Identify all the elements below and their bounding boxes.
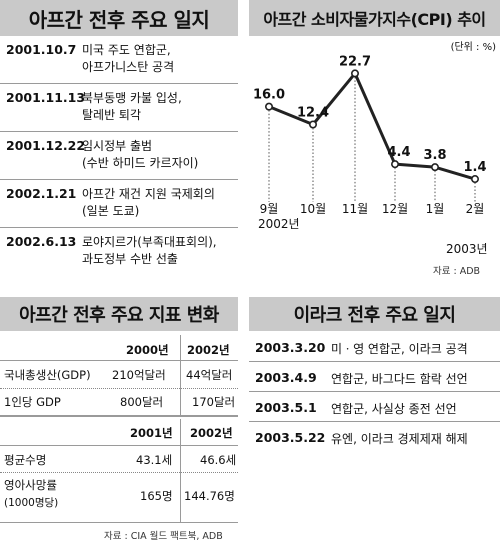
- gdp-per-capita-2000: 800달러: [120, 395, 164, 409]
- divider: [0, 522, 238, 523]
- divider: [0, 415, 238, 417]
- gdp-2000: 210억달러: [112, 368, 166, 382]
- event-desc: 미국 주도 연합군, 아프가니스탄 공격: [82, 43, 175, 74]
- divider: [0, 131, 238, 132]
- event-date: 2003.5.22: [255, 430, 326, 445]
- divider: [249, 391, 500, 392]
- indicators-source: 자료 : CIA 월드 팩트북, ADB: [104, 531, 223, 542]
- timeline-event: 2002.1.21 아프간 재건 지원 국제회의 (일본 도쿄): [0, 184, 238, 224]
- data-label: 1.4: [463, 160, 486, 175]
- cpi-chart-title: 아프간 소비자물가지수(CPI) 추이: [249, 0, 500, 36]
- data-point: [308, 120, 317, 129]
- table1-header-2002: 2002년: [187, 343, 230, 357]
- table2-header-2002: 2002년: [190, 426, 233, 440]
- divider: [0, 83, 238, 84]
- event-date: 2003.4.9: [255, 370, 317, 385]
- gdp-2002: 44억달러: [186, 368, 233, 382]
- infant-mortality-2002: 144.76명: [184, 489, 235, 503]
- divider: [249, 361, 500, 362]
- gdp-per-capita-2002: 170달러: [192, 395, 236, 409]
- event-date: 2002.1.21: [6, 186, 77, 201]
- event-date: 2001.11.13: [6, 90, 86, 105]
- event-desc: 유엔, 이라크 경제제재 해제: [331, 432, 468, 446]
- cpi-unit: (단위 : %): [450, 42, 496, 53]
- timeline-event: 2002.6.13 로야지르가(부족대표회의), 과도정부 수반 선출: [0, 232, 238, 272]
- gdp-label: 국내총생산(GDP): [4, 368, 91, 382]
- afghan-timeline-title: 아프간 전후 주요 일지: [0, 0, 238, 36]
- x-tick-label: 9월: [260, 202, 279, 216]
- timeline-event: 2001.11.13 북부동맹 카불 입성, 탈레반 퇴각: [0, 88, 238, 128]
- year-label-2002: 2002년: [258, 217, 300, 231]
- table2-header-2001: 2001년: [130, 426, 173, 440]
- event-date: 2001.12.22: [6, 138, 86, 153]
- infant-mortality-sublabel: (1000명당): [4, 497, 59, 509]
- event-desc: 연합군, 사실상 종전 선언: [331, 402, 457, 416]
- gdp-per-capita-label: 1인당 GDP: [4, 395, 61, 409]
- data-point: [351, 69, 360, 78]
- divider: [0, 445, 238, 446]
- data-point: [391, 160, 400, 169]
- data-point: [264, 102, 273, 111]
- event-date: 2003.3.20: [255, 340, 326, 355]
- event-desc: 북부동맹 카불 입성, 탈레반 퇴각: [82, 91, 182, 122]
- divider: [0, 179, 238, 180]
- indicators-panel: 아프간 전후 주요 지표 변화 2000년 2002년 국내총생산(GDP) 2…: [0, 297, 238, 546]
- event-date: 2001.10.7: [6, 42, 77, 57]
- iraq-timeline-panel: 이라크 전후 주요 일지 2003.3.20 미ㆍ영 연합군, 이라크 공격 2…: [249, 297, 500, 467]
- timeline-event: 2001.10.7 미국 주도 연합군, 아프가니스탄 공격: [0, 40, 238, 80]
- divider: [0, 472, 238, 473]
- iraq-timeline-title: 이라크 전후 주요 일지: [249, 297, 500, 331]
- life-expectancy-label: 평균수명: [4, 453, 47, 467]
- cpi-source: 자료 : ADB: [433, 266, 481, 277]
- column-divider: [180, 419, 181, 522]
- divider: [249, 421, 500, 422]
- divider: [0, 227, 238, 228]
- event-date: 2002.6.13: [6, 234, 77, 249]
- life-expectancy-2001: 43.1세: [136, 453, 173, 467]
- life-expectancy-2002: 46.6세: [200, 453, 237, 467]
- data-point: [471, 175, 480, 184]
- x-tick-label: 11월: [342, 202, 368, 216]
- timeline-event: 2001.12.22 임시정부 출범 (수반 하미드 카르자이): [0, 136, 238, 176]
- event-desc: 아프간 재건 지원 국제회의 (일본 도쿄): [82, 187, 215, 218]
- data-label: 22.7: [339, 54, 371, 69]
- column-divider: [180, 335, 181, 415]
- x-tick-label: 12월: [382, 202, 408, 216]
- afghan-timeline-panel: 아프간 전후 주요 일지 2001.10.7 미국 주도 연합군, 아프가니스탄…: [0, 0, 238, 285]
- data-label: 3.8: [423, 148, 446, 163]
- data-point: [431, 163, 440, 172]
- indicators-title: 아프간 전후 주요 지표 변화: [0, 297, 238, 331]
- cpi-series-line: [268, 71, 476, 181]
- divider: [0, 388, 238, 389]
- event-desc: 연합군, 바그다드 함락 선언: [331, 372, 468, 386]
- cpi-line-chart: 16.0 12.4 22.7 4.4 3.8 1.4 9월 10월 11월 12월 1월 2월: [253, 54, 487, 216]
- x-tick-label: 10월: [300, 202, 326, 216]
- year-label-2003: 2003년: [446, 242, 488, 256]
- infant-mortality-label: 영아사망률: [4, 478, 57, 492]
- cpi-chart-panel: 아프간 소비자물가지수(CPI) 추이 (단위 : %) 16.0 12.4 22.…: [249, 0, 500, 285]
- data-label: 16.0: [253, 88, 285, 103]
- event-desc: 임시정부 출범 (수반 하미드 카르자이): [82, 139, 199, 170]
- data-label: 4.4: [387, 145, 410, 160]
- divider: [0, 360, 238, 361]
- event-desc: 미ㆍ영 연합군, 이라크 공격: [331, 342, 468, 356]
- x-tick-label: 2월: [466, 202, 485, 216]
- event-date: 2003.5.1: [255, 400, 317, 415]
- event-desc: 로야지르가(부족대표회의), 과도정부 수반 선출: [82, 235, 217, 266]
- x-tick-label: 1월: [426, 202, 445, 216]
- data-label: 12.4: [297, 105, 329, 120]
- infant-mortality-2001: 165명: [140, 489, 173, 503]
- table1-header-2000: 2000년: [126, 343, 169, 357]
